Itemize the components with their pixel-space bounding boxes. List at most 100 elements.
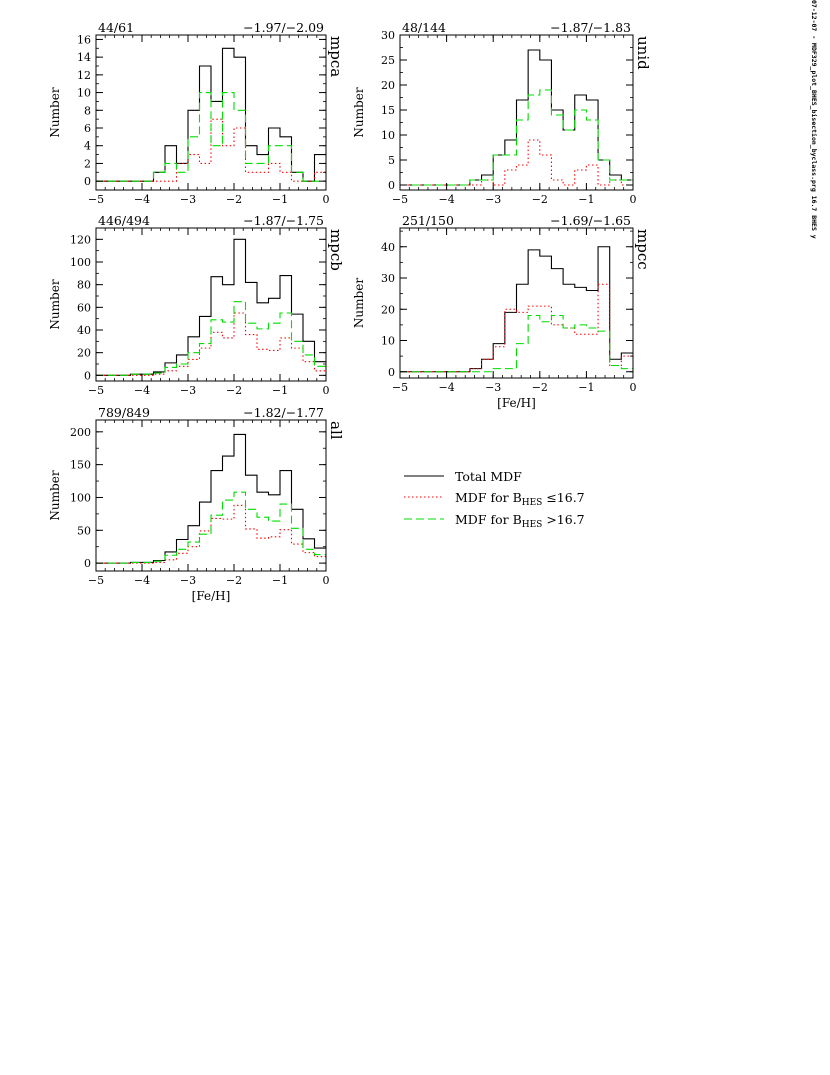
panel-mpca: −5 −4 −3 −2 −1 0 0 2 4 6 8 10 12 14 16 44/61 −1.97/−2.09… (48, 20, 345, 206)
y-tick-label: 15 (381, 104, 395, 117)
x-tick-label: −5 (392, 193, 408, 206)
series-bright-all (96, 504, 326, 564)
corner-left-label: 789/849 (98, 405, 150, 420)
x-tick-label: −1 (578, 193, 594, 206)
plot-frame-mpcc (399, 227, 634, 379)
y-tick-label: 0 (388, 366, 395, 379)
x-tick-label: −2 (226, 193, 242, 206)
x-tick-label: −5 (88, 384, 104, 397)
x-tick-label: −5 (88, 574, 104, 587)
y-tick-label: 10 (381, 129, 395, 142)
y-tick-label: 10 (77, 87, 91, 100)
legend-faint-suffix: >16.7 (542, 512, 584, 527)
x-tick-label: −4 (134, 384, 150, 397)
corner-right-label: −1.87/−1.75 (243, 213, 324, 228)
y-tick-label: 150 (70, 459, 91, 472)
y-tick-label: 30 (381, 29, 395, 42)
y-tick-label: 100 (70, 256, 91, 269)
y-tick-label: 20 (77, 347, 91, 360)
legend: Total MDF MDF for BHES ≤16.7 MDF for BHE… (404, 469, 585, 530)
legend-bright-label: MDF for BHES ≤16.7 (455, 490, 585, 508)
panel-mpcc: −5 −4 −3 −2 −1 0 0 10 20 30 40 251/150 −1.69/−1.65mp… (352, 213, 652, 410)
x-tick-label: −4 (438, 193, 454, 206)
panel-side-label: all (327, 421, 345, 440)
y-tick-label: 14 (77, 51, 91, 64)
x-tick-label: 0 (630, 381, 637, 394)
x-tick-label: −2 (532, 193, 548, 206)
corner-left-label: 446/494 (98, 213, 150, 228)
y-tick-label: 40 (77, 324, 91, 337)
x-axis-label: [Fe/H] (497, 396, 536, 410)
y-tick-label: 25 (381, 54, 395, 67)
x-tick-label: −1 (272, 384, 288, 397)
y-tick-label: 0 (84, 369, 91, 382)
y-tick-label: 40 (381, 241, 395, 254)
y-tick-label: 0 (84, 557, 91, 570)
y-axis-label: Number (48, 470, 62, 520)
x-tick-label: −3 (180, 384, 196, 397)
y-tick-label: 6 (84, 122, 91, 135)
panel-unid: −5 −4 −3 −2 −1 0 0 5 10 15 20 25 30 48/144 −1.87/−1.83… (352, 20, 652, 206)
panel-side-label: mpcb (327, 229, 345, 271)
y-axis-label: Number (48, 279, 62, 329)
x-tick-label: −2 (226, 574, 242, 587)
plot-frame-mpca (95, 34, 327, 191)
y-tick-label: 20 (381, 79, 395, 92)
y-tick-label: 100 (70, 491, 91, 504)
legend-faint-sub: HES (522, 520, 543, 530)
corner-right-label: −1.87/−1.83 (550, 20, 631, 35)
x-tick-label: −2 (532, 381, 548, 394)
x-tick-label: −1 (272, 193, 288, 206)
y-tick-label: 5 (388, 154, 395, 167)
x-tick-label: −5 (392, 381, 408, 394)
corner-left-label: 251/150 (402, 213, 454, 228)
y-tick-label: 50 (77, 524, 91, 537)
x-tick-label: −1 (578, 381, 594, 394)
panel-mpcb: −5 −4 −3 −2 −1 0 0 20 40 60 80 100 120 446/494 −1.87/−… (48, 213, 345, 397)
series-total-all (96, 433, 326, 564)
x-tick-label: −4 (438, 381, 454, 394)
x-tick-label: −4 (134, 193, 150, 206)
legend-total-label: Total MDF (455, 469, 522, 484)
legend-bright-sub: HES (522, 498, 543, 508)
x-tick-label: 0 (323, 574, 330, 587)
x-tick-label: −3 (485, 193, 501, 206)
x-tick-label: −2 (226, 384, 242, 397)
corner-left-label: 48/144 (402, 20, 446, 35)
y-tick-label: 30 (381, 272, 395, 285)
y-tick-label: 200 (70, 426, 91, 439)
plot-stamp: 07-12-07 - MDF329_plot_BHES_bisection_by… (810, 0, 818, 239)
y-tick-label: 120 (70, 233, 91, 246)
y-tick-label: 2 (84, 157, 91, 170)
x-tick-label: −4 (134, 574, 150, 587)
panel-all: −5 −4 −3 −2 −1 0 0 50 100 150 200 789/849 −1.82/−1.7… (48, 405, 345, 603)
x-tick-label: 0 (323, 193, 330, 206)
series-faint-all (96, 491, 326, 564)
legend-bright-prefix: MDF for B (455, 490, 522, 505)
plot-frame-all (95, 419, 327, 572)
corner-right-label: −1.82/−1.77 (243, 405, 324, 420)
plot-frame-unid (399, 34, 634, 191)
y-axis-label: Number (352, 87, 366, 137)
y-tick-label: 80 (77, 279, 91, 292)
y-tick-label: 0 (84, 175, 91, 188)
x-tick-label: 0 (630, 193, 637, 206)
corner-right-label: −1.69/−1.65 (550, 213, 631, 228)
series-total-mpcb (96, 238, 326, 376)
y-tick-label: 0 (388, 179, 395, 192)
legend-faint-label: MDF for BHES >16.7 (455, 512, 585, 530)
y-tick-label: 8 (84, 104, 91, 117)
y-axis-label: Number (48, 87, 62, 137)
panel-side-label: mpcc (634, 229, 652, 270)
y-tick-label: 16 (77, 33, 91, 46)
y-tick-label: 60 (77, 301, 91, 314)
corner-right-label: −1.97/−2.09 (243, 20, 324, 35)
y-tick-label: 12 (77, 69, 91, 82)
x-tick-label: −5 (88, 193, 104, 206)
series-faint-mpca (96, 92, 326, 182)
x-tick-label: −3 (180, 574, 196, 587)
y-tick-label: 4 (84, 140, 91, 153)
corner-left-label: 44/61 (98, 20, 134, 35)
x-axis-label: [Fe/H] (192, 589, 231, 603)
